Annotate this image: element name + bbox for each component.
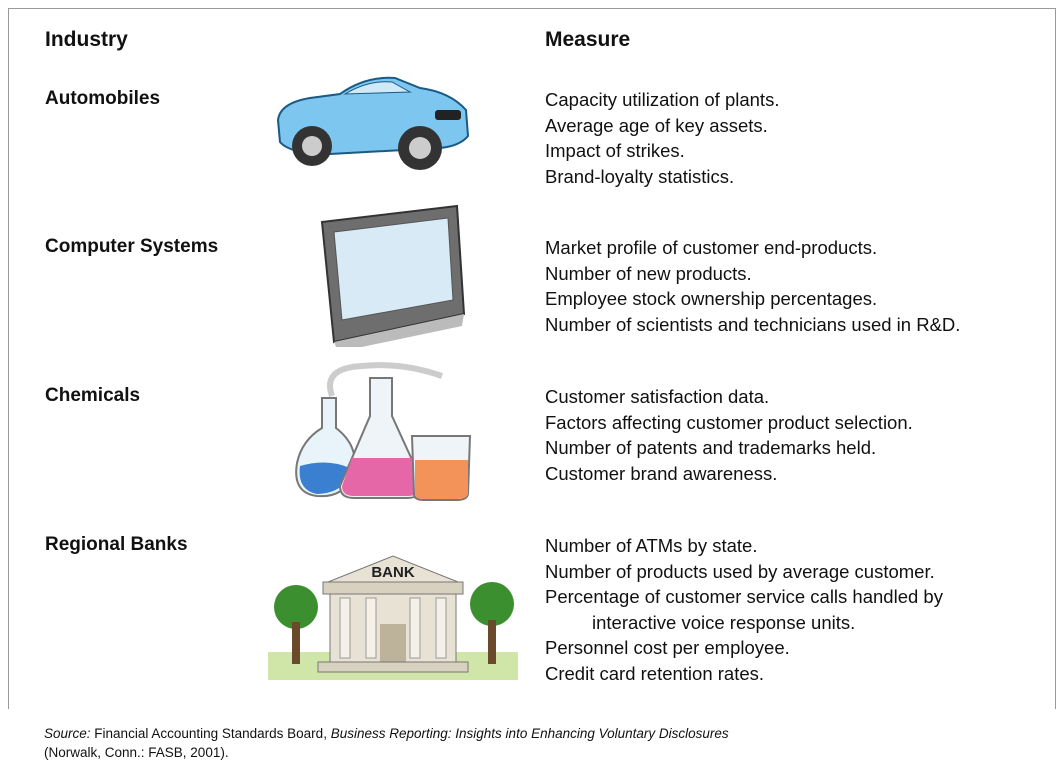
- measure-item: Average age of key assets.: [545, 114, 768, 136]
- measure-item: Capacity utilization of plants.: [545, 89, 780, 110]
- source-title: Business Reporting: Insights into Enhanc…: [330, 726, 729, 741]
- industry-name: Chemicals: [45, 385, 141, 406]
- measure-item: Number of patents and trademarks held.: [545, 437, 877, 458]
- measure-item: Number of ATMs by state.: [545, 535, 758, 556]
- measure-item: Impact of strikes.: [545, 140, 685, 161]
- industry-name: Computer Systems: [45, 236, 219, 257]
- measure-item: Customer satisfaction data.: [545, 386, 770, 407]
- measure-item: Factors affecting customer product selec…: [545, 411, 913, 433]
- measure-item: Employee stock ownership percentages.: [545, 288, 878, 309]
- column-header: Measure: [545, 28, 631, 51]
- measure-list: Customer satisfaction data. Factors affec…: [545, 384, 913, 486]
- column-header: Industry: [45, 28, 128, 51]
- source-details: (Norwalk, Conn.: FASB, 2001).: [44, 745, 229, 760]
- tablet-illustration: [320, 204, 466, 347]
- bank-sign: BANK: [371, 564, 414, 581]
- measure-item: Number of new products.: [545, 262, 752, 284]
- measure-item: Number of products used by average custo…: [545, 560, 935, 582]
- measure-list: Number of ATMs by state. Number of produc…: [545, 533, 943, 686]
- measure-list: Market profile of customer end-products.…: [545, 235, 960, 337]
- measure-item: interactive voice response units.: [592, 611, 856, 633]
- measure-item: Percentage of customer service calls han…: [545, 586, 943, 607]
- measure-item: Personnel cost per employee.: [545, 637, 790, 658]
- bank-illustration: BANK: [268, 555, 518, 680]
- source-note: Source: Financial Accounting Standards B…: [44, 724, 729, 762]
- flasks-illustration: [295, 362, 472, 501]
- industry-name: Regional Banks: [45, 534, 188, 555]
- industry-name: Automobiles: [45, 88, 161, 109]
- car-illustration: [276, 76, 470, 170]
- measure-item: Customer brand awareness.: [545, 462, 778, 484]
- source-label: Source:: [44, 726, 91, 741]
- measure-list: Capacity utilization of plants. Average a…: [545, 87, 779, 189]
- measure-item: Credit card retention rates.: [545, 662, 765, 684]
- measure-item: Brand-loyalty statistics.: [545, 165, 735, 187]
- frame: [8, 8, 1056, 709]
- source-publisher: Financial Accounting Standards Board,: [94, 726, 327, 741]
- measure-item: Number of scientists and technicians use…: [545, 313, 961, 335]
- measure-item: Market profile of customer end-products.: [545, 237, 878, 258]
